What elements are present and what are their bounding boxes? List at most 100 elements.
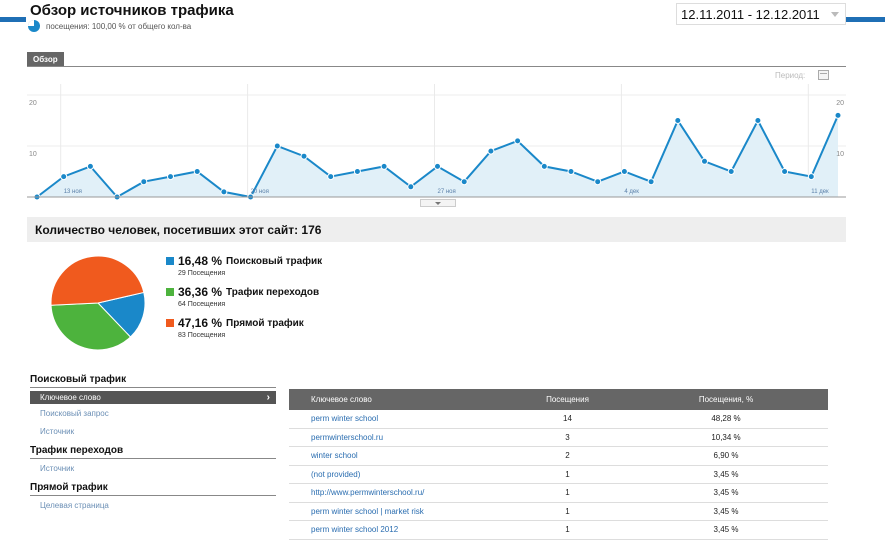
legend-swatch-green xyxy=(166,288,174,296)
nav-item-search-source[interactable]: Источник xyxy=(40,427,75,436)
visits-cell: 3 xyxy=(565,432,570,442)
traffic-nav: Поисковый трафик Ключевое слово › Поиско… xyxy=(30,374,276,519)
keyword-link[interactable]: perm winter school 2012 xyxy=(311,525,399,535)
data-point[interactable] xyxy=(273,142,281,150)
y-tick-label-right: 20 xyxy=(836,100,844,107)
data-point[interactable] xyxy=(647,178,655,186)
y-tick-label-left: 20 xyxy=(29,100,37,107)
data-point[interactable] xyxy=(193,168,201,175)
keyword-link[interactable]: winter school xyxy=(311,451,358,461)
column-header-visits-pct[interactable]: Посещения, % xyxy=(698,395,754,404)
visits-cell: 1 xyxy=(565,525,570,535)
data-point[interactable] xyxy=(727,168,735,175)
visits-pct-cell: 10,34 % xyxy=(711,432,741,442)
table-row: winter school 2 6,90 % xyxy=(289,447,828,466)
keyword-link[interactable]: perm winter school | market risk xyxy=(311,506,424,516)
legend-name[interactable]: Прямой трафик xyxy=(226,317,304,329)
chevron-down-icon[interactable] xyxy=(831,12,839,17)
legend-percent: 16,48 % xyxy=(178,254,223,268)
keyword-link[interactable]: (not provided) xyxy=(311,469,361,479)
page-title: Обзор источников трафика xyxy=(30,2,234,19)
nav-section-direct: Прямой трафик xyxy=(30,482,276,496)
x-tick-label: 20 ноя xyxy=(251,189,269,195)
nav-item-search-query[interactable]: Поисковый запрос xyxy=(40,409,109,418)
data-point[interactable] xyxy=(434,162,441,170)
visits-pct-cell: 3,45 % xyxy=(713,506,739,516)
data-point[interactable] xyxy=(540,162,548,170)
data-point[interactable] xyxy=(620,168,628,175)
data-point[interactable] xyxy=(781,168,789,175)
data-point[interactable] xyxy=(487,147,495,155)
data-point[interactable] xyxy=(807,173,815,181)
legend-name[interactable]: Поисковый трафик xyxy=(226,255,323,267)
pie-legend: 16,48 % Поисковый трафик 29 Посещения 36… xyxy=(166,254,322,347)
pie-slice[interactable] xyxy=(50,302,132,351)
table-row: (not provided) 1 3,45 % xyxy=(289,466,828,484)
series-area xyxy=(37,115,838,197)
data-point[interactable] xyxy=(220,188,228,196)
visits-trend-chart: 20 10 20 10 13 ноя 20 ноя 27 ноя 4 дек 11 дек xyxy=(27,84,846,200)
visits-cell: 1 xyxy=(565,506,570,516)
legend-swatch-blue xyxy=(166,257,174,265)
visits-cell: 1 xyxy=(565,469,570,479)
chart-collapse-handle[interactable] xyxy=(420,199,456,207)
visits-cell: 2 xyxy=(565,451,570,461)
data-point[interactable] xyxy=(567,168,575,175)
visits-pct-cell: 6,90 % xyxy=(713,451,739,461)
segment-subtitle: посещения: 100,00 % от общего кол-ва xyxy=(46,21,192,31)
legend-name[interactable]: Трафик переходов xyxy=(226,286,320,298)
period-label: Период: xyxy=(775,71,806,80)
legend-item-referral: 36,36 % Трафик переходов 64 Посещения xyxy=(166,285,322,308)
y-tick-label-left: 10 xyxy=(29,151,37,158)
tab-overview[interactable]: Обзор xyxy=(27,52,64,67)
chevron-right-icon: › xyxy=(266,392,270,403)
visits-pct-cell: 3,45 % xyxy=(713,469,739,479)
data-point[interactable] xyxy=(834,111,842,119)
data-point[interactable] xyxy=(407,183,415,191)
nav-item-referral-source[interactable]: Источник xyxy=(40,464,75,473)
keyword-link[interactable]: perm winter school xyxy=(311,414,379,424)
data-point[interactable] xyxy=(594,178,602,186)
data-point[interactable] xyxy=(460,178,468,186)
x-tick-label: 27 ноя xyxy=(438,189,456,195)
date-range-picker[interactable]: 12.11.2011 - 12.12.2011 xyxy=(676,3,846,25)
date-range-text: 12.11.2011 - 12.12.2011 xyxy=(681,6,820,22)
data-point[interactable] xyxy=(167,173,174,181)
legend-visits: 64 Посещения xyxy=(178,301,226,308)
data-point[interactable] xyxy=(60,173,68,181)
pie-slice[interactable] xyxy=(50,255,145,306)
data-point[interactable] xyxy=(140,178,148,186)
column-header-keyword[interactable]: Ключевое слово xyxy=(311,395,372,404)
calendar-icon[interactable] xyxy=(818,70,829,80)
x-tick-label: 13 ноя xyxy=(64,189,82,195)
visits-cell: 14 xyxy=(563,414,572,424)
visits-pct-cell: 3,45 % xyxy=(713,488,739,498)
nav-item-keyword[interactable]: Ключевое слово › xyxy=(30,391,276,404)
table-header: Ключевое слово Посещения Посещения, % xyxy=(289,389,828,410)
data-point[interactable] xyxy=(674,117,682,124)
table-row: permwinterschool.ru 3 10,34 % xyxy=(289,429,828,447)
data-point[interactable] xyxy=(353,168,361,175)
table-row: perm winter school 2012 1 3,45 % xyxy=(289,521,828,540)
visitors-summary: Количество человек, посетивших этот сайт… xyxy=(27,217,846,242)
column-header-visits[interactable]: Посещения xyxy=(546,395,589,404)
keyword-link[interactable]: http://www.permwinterschool.ru/ xyxy=(311,488,425,498)
legend-item-direct: 47,16 % Прямой трафик 83 Посещения xyxy=(166,316,322,339)
nav-section-search: Поисковый трафик xyxy=(30,374,276,388)
data-point[interactable] xyxy=(300,152,308,160)
pie-slice[interactable] xyxy=(97,291,146,338)
header-accent-left xyxy=(0,17,26,22)
data-point[interactable] xyxy=(754,117,762,124)
data-point[interactable] xyxy=(701,157,708,165)
legend-percent: 47,16 % xyxy=(178,316,223,330)
keyword-link[interactable]: permwinterschool.ru xyxy=(311,432,384,442)
y-tick-label-right: 10 xyxy=(836,151,844,158)
data-point[interactable] xyxy=(380,162,388,170)
data-point[interactable] xyxy=(327,173,335,181)
legend-visits: 83 Посещения xyxy=(178,332,226,339)
data-point[interactable] xyxy=(514,137,522,145)
nav-section-referral: Трафик переходов xyxy=(30,445,276,459)
data-point[interactable] xyxy=(86,162,94,170)
x-tick-label: 11 дек xyxy=(811,189,829,195)
nav-item-landing-page[interactable]: Целевая страница xyxy=(40,501,109,510)
